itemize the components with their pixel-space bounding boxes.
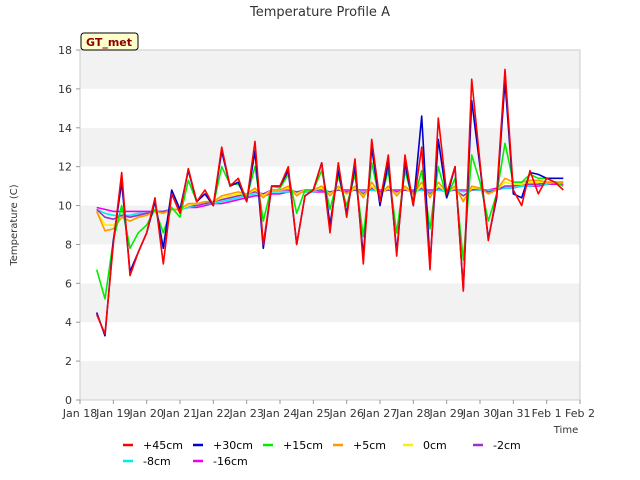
grid-band [80,88,580,128]
legend-item: 0cm [403,439,447,452]
grid-band [80,127,580,167]
legend-item: +15cm [263,439,323,452]
legend-label: +30cm [213,439,253,452]
legend-item: -8cm [123,455,171,468]
x-tick-label: Jan 21 [162,407,197,420]
legend-label: +15cm [283,439,323,452]
y-tick-label: 12 [58,161,72,174]
x-tick-label: Jan 20 [128,407,163,420]
x-tick-label: Jan 24 [262,407,297,420]
y-tick-label: 14 [58,122,72,135]
x-tick-label: Jan 29 [428,407,463,420]
y-tick-label: 10 [58,200,72,213]
legend-label: +5cm [353,439,386,452]
legend-label: -2cm [493,439,521,452]
series-line-+5cm [95,177,564,232]
y-axis-label: Temperature (C) [9,184,20,266]
y-tick-label: 0 [65,394,72,407]
x-tick-label: Jan 19 [95,407,130,420]
x-tick-label: Jan 26 [328,407,363,420]
x-tick-label: Jan 23 [228,407,263,420]
legend-item: -2cm [473,439,521,452]
x-tick-label: Jan 27 [362,407,397,420]
chart-title: Temperature Profile A [249,5,390,20]
grid-band [80,361,580,400]
legend-item: +45cm [123,439,183,452]
x-tick-label: Jan 30 [462,407,497,420]
legend-label: -16cm [213,455,248,468]
y-axis-ticks: 0 2 4 6 8 10 12 14 16 18 [58,44,80,407]
legend-label: +45cm [143,439,183,452]
legend-item: +30cm [193,439,253,452]
x-tick-label: Jan 28 [395,407,430,420]
grid-band [80,283,580,323]
y-tick-label: 16 [58,83,72,96]
legend-item: +5cm [333,439,386,452]
grid-band [80,244,580,284]
legend: +45cm +30cm +15cm +5cm 0cm -2cm -8cm -16cm [123,439,521,468]
legend-label: -8cm [143,455,171,468]
grid-band [80,322,580,362]
x-tick-label: Feb 1 [532,407,562,420]
x-axis-label: Time [553,425,578,436]
legend-item: -16cm [193,455,248,468]
series-line-+45cm [95,68,564,335]
badge-label: GT_met [86,36,132,49]
plot-frame [79,49,581,401]
y-tick-label: 18 [58,44,72,57]
x-tick-label: Jan 25 [295,407,330,420]
x-tick-label: Jan 18 [62,407,97,420]
series-lines [95,68,564,337]
y-tick-label: 2 [65,355,72,368]
y-tick-label: 6 [65,277,72,290]
x-tick-label: Feb 2 [565,407,595,420]
badge-box [80,32,139,51]
x-tick-label: Jan 22 [195,407,230,420]
y-tick-label: 4 [65,316,72,329]
x-tick-label: Jan 31 [495,407,530,420]
y-tick-label: 8 [65,238,72,251]
legend-label: 0cm [423,439,447,452]
grid-band [80,50,580,89]
station-badge: GT_met [80,32,139,51]
